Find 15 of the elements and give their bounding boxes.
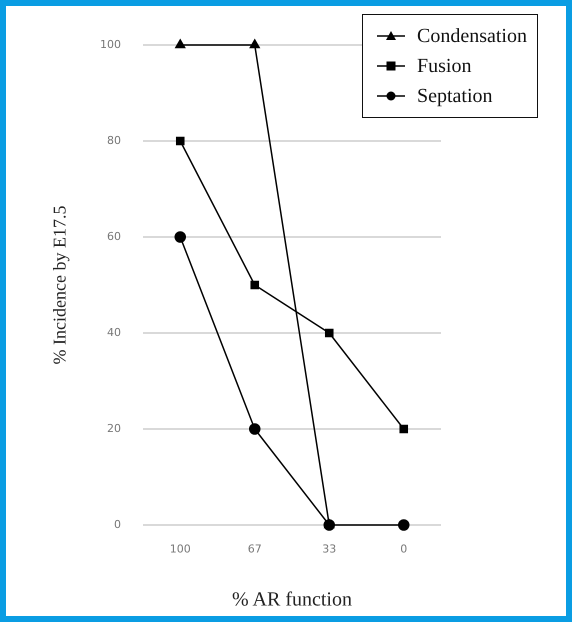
- x-axis-title: % AR function: [232, 588, 352, 610]
- y-tick-label: 80: [107, 134, 121, 147]
- x-tick-label: 100: [170, 542, 191, 556]
- x-tick-label: 0: [400, 542, 408, 556]
- legend-label: Septation: [417, 84, 493, 109]
- y-axis-title: % Incidence by E17.5: [50, 206, 70, 364]
- legend-label: Condensation: [417, 24, 527, 49]
- legend-label: Fusion: [417, 54, 472, 79]
- y-tick-label: 40: [107, 326, 121, 339]
- x-tick-label: 67: [248, 542, 262, 556]
- y-tick-label: 100: [100, 38, 121, 51]
- y-tick-label: 60: [107, 230, 121, 243]
- y-tick-label: 20: [107, 422, 121, 435]
- y-tick-label: 0: [114, 518, 121, 531]
- x-tick-label: 33: [322, 542, 336, 556]
